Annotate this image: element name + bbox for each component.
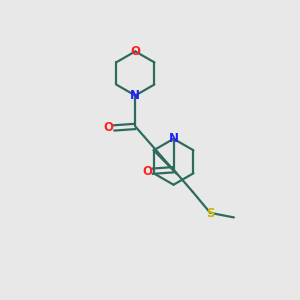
- Text: O: O: [130, 45, 140, 58]
- Text: N: N: [169, 132, 178, 145]
- Text: N: N: [130, 89, 140, 102]
- Text: O: O: [104, 122, 114, 134]
- Text: O: O: [142, 165, 152, 178]
- Text: S: S: [206, 206, 214, 220]
